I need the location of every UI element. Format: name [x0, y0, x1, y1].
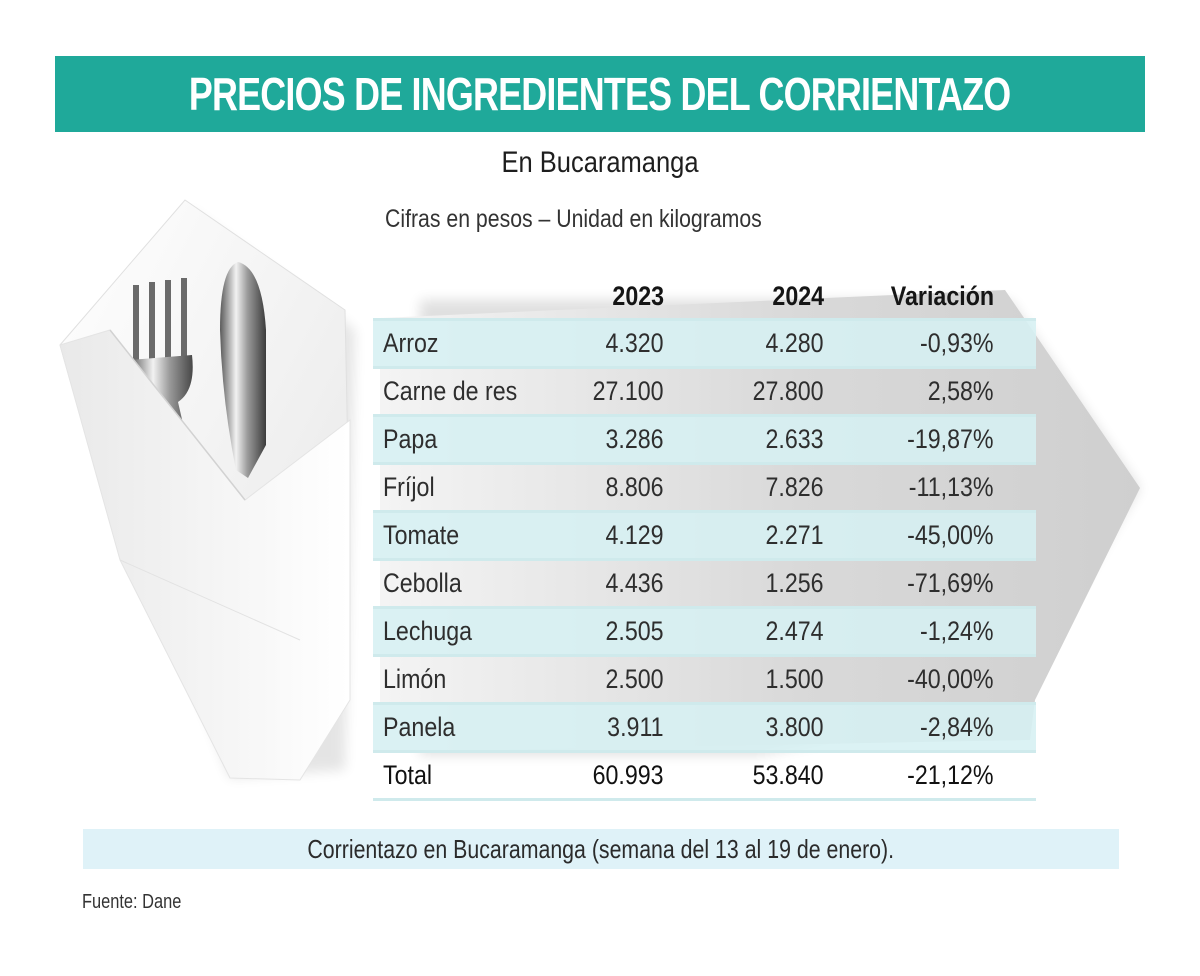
caption: Corrientazo en Bucaramanga (semana del 1… — [307, 833, 895, 864]
price-2023: 4.320 — [605, 328, 664, 358]
total-variation: -21,12% — [907, 760, 994, 790]
price-2023: 3.286 — [605, 424, 664, 454]
table-row: Arroz 4.320 4.280 -0,93% — [373, 319, 1036, 368]
total-2023: 60.993 — [592, 760, 664, 790]
price-2024: 2.474 — [765, 616, 824, 646]
table-row: Papa 3.286 2.633 -19,87% — [373, 415, 1036, 464]
price-variation: -11,13% — [909, 472, 994, 502]
price-2024: 27.800 — [752, 376, 824, 406]
ingredient-name: Cebolla — [383, 568, 462, 598]
table-row: Tomate 4.129 2.271 -45,00% — [373, 511, 1036, 560]
price-2023: 8.806 — [605, 472, 664, 502]
ingredient-name: Tomate — [383, 520, 460, 550]
price-variation: -2,84% — [920, 712, 994, 742]
price-variation: -0,93% — [920, 328, 994, 358]
price-2024: 2.271 — [765, 520, 824, 550]
table-row: Limón 2.500 1.500 -40,00% — [373, 655, 1036, 704]
price-table: 2023 2024 Variación Arroz 4.320 4.280 -0,93… — [373, 274, 1036, 801]
total-row: Total 60.993 53.840 -21,12% — [373, 751, 1036, 800]
price-2024: 1.256 — [765, 568, 824, 598]
total-label: Total — [383, 760, 433, 790]
price-2023: 27.100 — [592, 376, 664, 406]
page-title: PRECIOS DE INGREDIENTES DEL CORRIENTAZO — [189, 68, 1011, 120]
price-2023: 4.436 — [605, 568, 664, 598]
price-2023: 2.505 — [605, 616, 664, 646]
table-header-row: 2023 2024 Variación — [373, 274, 1036, 320]
column-header-2024: 2024 — [772, 280, 824, 311]
price-2023: 2.500 — [605, 664, 664, 694]
price-2024: 3.800 — [765, 712, 824, 742]
ingredient-name: Lechuga — [383, 616, 473, 646]
table-row: Cebolla 4.436 1.256 -71,69% — [373, 559, 1036, 608]
price-2024: 2.633 — [765, 424, 824, 454]
price-2023: 3.911 — [607, 712, 664, 742]
caption-bar: Corrientazo en Bucaramanga (semana del 1… — [83, 829, 1119, 869]
price-variation: -1,24% — [920, 616, 994, 646]
table-row: Lechuga 2.505 2.474 -1,24% — [373, 607, 1036, 656]
fork-icon — [130, 278, 196, 486]
ingredient-name: Panela — [383, 712, 456, 742]
price-variation: -71,69% — [907, 568, 994, 598]
ingredient-name: Carne de res — [383, 376, 518, 406]
price-variation: 2,58% — [928, 376, 994, 406]
table-row: Carne de res 27.100 27.800 2,58% — [373, 367, 1036, 416]
source-note: Fuente: Dane — [82, 891, 182, 913]
column-header-variation: Variación — [890, 280, 994, 311]
subtitle: En Bucaramanga — [501, 146, 699, 179]
table-row: Panela 3.911 3.800 -2,84% — [373, 703, 1036, 752]
price-variation: -19,87% — [907, 424, 994, 454]
ingredient-name: Limón — [383, 664, 447, 694]
price-2024: 4.280 — [765, 328, 824, 358]
column-header-2023: 2023 — [612, 280, 664, 311]
price-2024: 1.500 — [765, 664, 824, 694]
total-2024: 53.840 — [752, 760, 824, 790]
price-variation: -45,00% — [907, 520, 994, 550]
napkin-icon — [59, 199, 351, 762]
ingredient-name: Fríjol — [383, 472, 435, 502]
price-2024: 7.826 — [765, 472, 824, 502]
title-bar: PRECIOS DE INGREDIENTES DEL CORRIENTAZO — [55, 56, 1145, 132]
table-row: Fríjol 8.806 7.826 -11,13% — [373, 463, 1036, 512]
ingredient-name: Papa — [383, 424, 438, 454]
ingredient-name: Arroz — [383, 328, 439, 358]
knife-icon — [220, 262, 266, 478]
column-header-item — [373, 274, 542, 320]
price-variation: -40,00% — [907, 664, 994, 694]
price-2023: 4.129 — [605, 520, 664, 550]
units-note: Cifras en pesos – Unidad en kilogramos — [385, 205, 762, 233]
